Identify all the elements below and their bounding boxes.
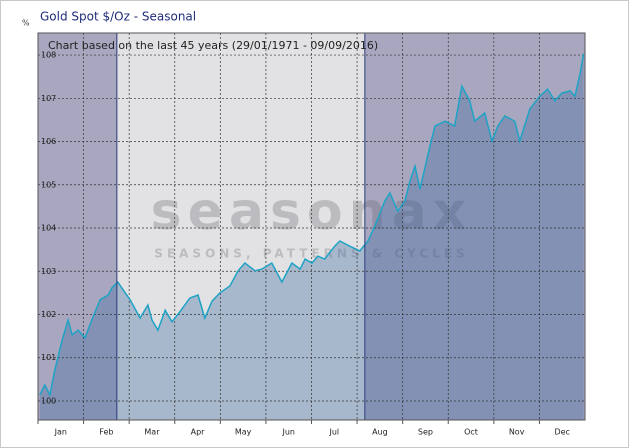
x-tick-label: May xyxy=(235,428,252,437)
x-tick-label: Aug xyxy=(372,428,388,437)
x-tick-label: Jul xyxy=(328,428,339,437)
y-tick-label: 107 xyxy=(41,94,56,103)
x-tick-label: Feb xyxy=(99,428,113,437)
x-tick-label: Apr xyxy=(191,428,206,437)
x-tick-label: Dec xyxy=(554,428,569,437)
y-tick-label: 101 xyxy=(41,353,56,362)
y-label: % xyxy=(22,19,30,28)
x-tick-label: Jan xyxy=(54,428,67,437)
period xyxy=(364,33,585,420)
plot-border xyxy=(37,32,586,421)
y-tick-label: 105 xyxy=(41,180,56,189)
x-tick-label: Nov xyxy=(509,428,525,437)
annotation: Chart based on the last 45 years (29/01/… xyxy=(48,39,378,52)
line xyxy=(39,53,585,398)
y-tick-label: 108 xyxy=(41,51,56,60)
x-tick-label: Mar xyxy=(144,428,160,437)
x-tick-label: Oct xyxy=(464,428,478,437)
y-tick-label: 104 xyxy=(41,224,56,233)
x-tick-label: Sep xyxy=(418,428,433,437)
watermark: seasonax xyxy=(151,182,473,242)
period xyxy=(38,33,117,420)
y-tick-label: 103 xyxy=(41,267,56,276)
y-tick-label: 102 xyxy=(41,310,56,319)
area xyxy=(39,53,584,421)
x-tick-label: Jun xyxy=(281,428,295,437)
chart-title: Gold Spot $/Oz - Seasonal xyxy=(40,10,196,24)
watermark-sub: SEASONS, PATTERNS & CYCLES xyxy=(154,247,468,261)
period xyxy=(116,33,365,420)
y-tick-label: 100 xyxy=(41,396,56,405)
y-tick-label: 106 xyxy=(41,137,56,146)
